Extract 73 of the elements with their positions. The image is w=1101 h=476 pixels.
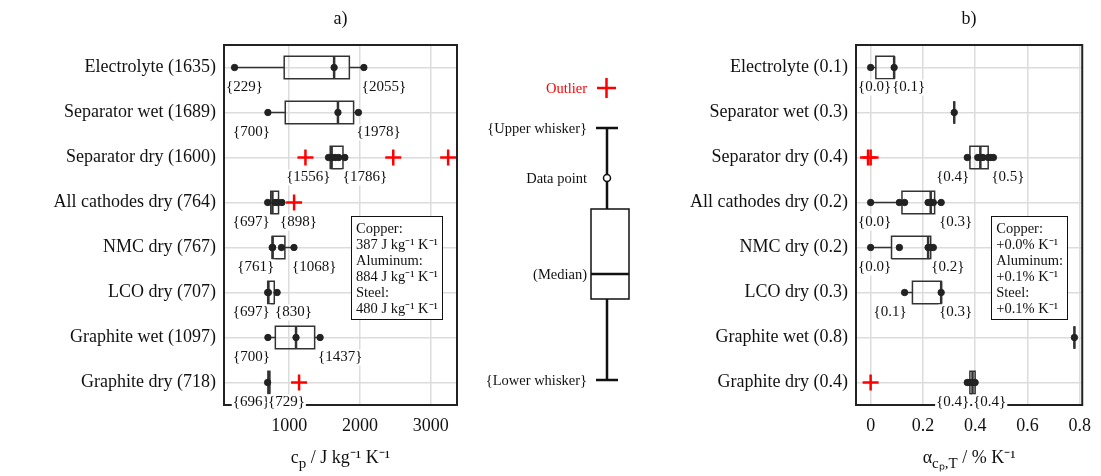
chart-title: b) [961, 8, 977, 29]
annotation: Copper: [996, 219, 1044, 236]
x-tick-label: 3000 [412, 414, 449, 435]
annotation: {761} [237, 258, 275, 275]
annotation: {0.0} [858, 213, 892, 230]
text: Data point [526, 169, 587, 187]
x-tick-label: 0.4 [963, 414, 987, 435]
y-tick-label: LCO dry (0.3) [744, 281, 848, 303]
annotation: {830} [275, 303, 313, 320]
annotation: {700} [233, 123, 270, 140]
x-axis-title: c$_{p}$ / J kg⁻¹ K⁻¹ [290, 446, 391, 472]
y-tick-label: All cathodes dry (0.2) [690, 191, 848, 213]
text: {Upper whisker} [487, 119, 587, 137]
x-tick-label: 0 [866, 414, 876, 435]
y-tick-label: Separator wet (0.3) [709, 101, 848, 123]
y-tick-label: LCO dry (707) [108, 281, 216, 303]
x-tick-label: 1000 [271, 414, 308, 435]
y-tick-label: Separator wet (1689) [64, 101, 216, 123]
annotation: {0.2} [931, 258, 965, 275]
annotation: +0.1% K⁻¹ [996, 267, 1060, 284]
y-tick-label: Graphite dry (0.4) [717, 371, 848, 393]
x-tick-label: 0.8 [1068, 414, 1091, 435]
y-tick-label: Graphite wet (1097) [70, 326, 216, 348]
annotation: {0.4} [936, 168, 970, 185]
annotation: 480 J kg⁻¹ K⁻¹ [356, 299, 438, 316]
y-tick-label: All cathodes dry (764) [53, 191, 216, 213]
annotation: {697} [232, 213, 270, 230]
annotation: Aluminum: [996, 251, 1064, 268]
x-tick-label: 0.2 [911, 414, 935, 435]
annotation: {229} [226, 78, 263, 95]
annotation: {0.3} [939, 303, 973, 320]
annotation: {898} [279, 213, 317, 230]
annotation: +0.1% K⁻¹ [996, 299, 1060, 316]
annotation: {0.4} [936, 393, 970, 410]
annotation: Steel: [996, 283, 1031, 300]
y-tick-label: Electrolyte (0.1) [730, 56, 848, 78]
y-tick-label: Electrolyte (1635) [84, 56, 216, 78]
annotation: {1556} [286, 168, 331, 185]
annotation: {1786} [342, 168, 388, 185]
annotation: {700} [233, 348, 270, 365]
annotation: Aluminum: [356, 251, 424, 268]
annotation: {0.0} [858, 78, 892, 95]
annotation: {729} [267, 393, 305, 410]
annotation: {696} [232, 393, 270, 410]
annotation: Copper: [356, 219, 404, 236]
y-tick-label: NMC dry (0.2) [739, 236, 848, 258]
annotation: 884 J kg⁻¹ K⁻¹ [356, 267, 438, 284]
annotation: {2055} [361, 78, 407, 95]
y-tick-label: Graphite wet (0.8) [715, 326, 848, 348]
annotation: {0.1} [873, 303, 907, 320]
annotation: {0.4} [973, 393, 1007, 410]
annotation: Steel: [356, 283, 391, 300]
text: Outlier [545, 79, 587, 97]
text: (Median) [533, 265, 587, 283]
x-axis-title: α$_{cₚ,T}$ / % K⁻¹ [922, 446, 1016, 472]
chart-title: a) [333, 8, 348, 29]
annotation: 387 J kg⁻¹ K⁻¹ [356, 235, 438, 252]
x-tick-label: 0.6 [1016, 414, 1039, 435]
annotation: {697} [232, 303, 270, 320]
annotation: {1437} [318, 348, 363, 365]
y-tick-label: Separator dry (0.4) [711, 146, 848, 168]
annotation: {0.1} [892, 78, 926, 95]
text: {Lower whisker} [485, 371, 587, 389]
annotation: +0.0% K⁻¹ [996, 235, 1060, 252]
annotation: {1978} [356, 123, 401, 140]
x-tick-label: 2000 [341, 414, 378, 435]
annotation: {0.5} [991, 168, 1025, 185]
y-tick-label: Graphite dry (718) [81, 371, 216, 393]
annotation: {0.3} [939, 213, 973, 230]
annotation: {0.0} [858, 258, 892, 275]
y-tick-label: NMC dry (767) [103, 236, 216, 258]
annotation: {1068} [291, 258, 337, 275]
y-tick-label: Separator dry (1600) [66, 146, 216, 168]
